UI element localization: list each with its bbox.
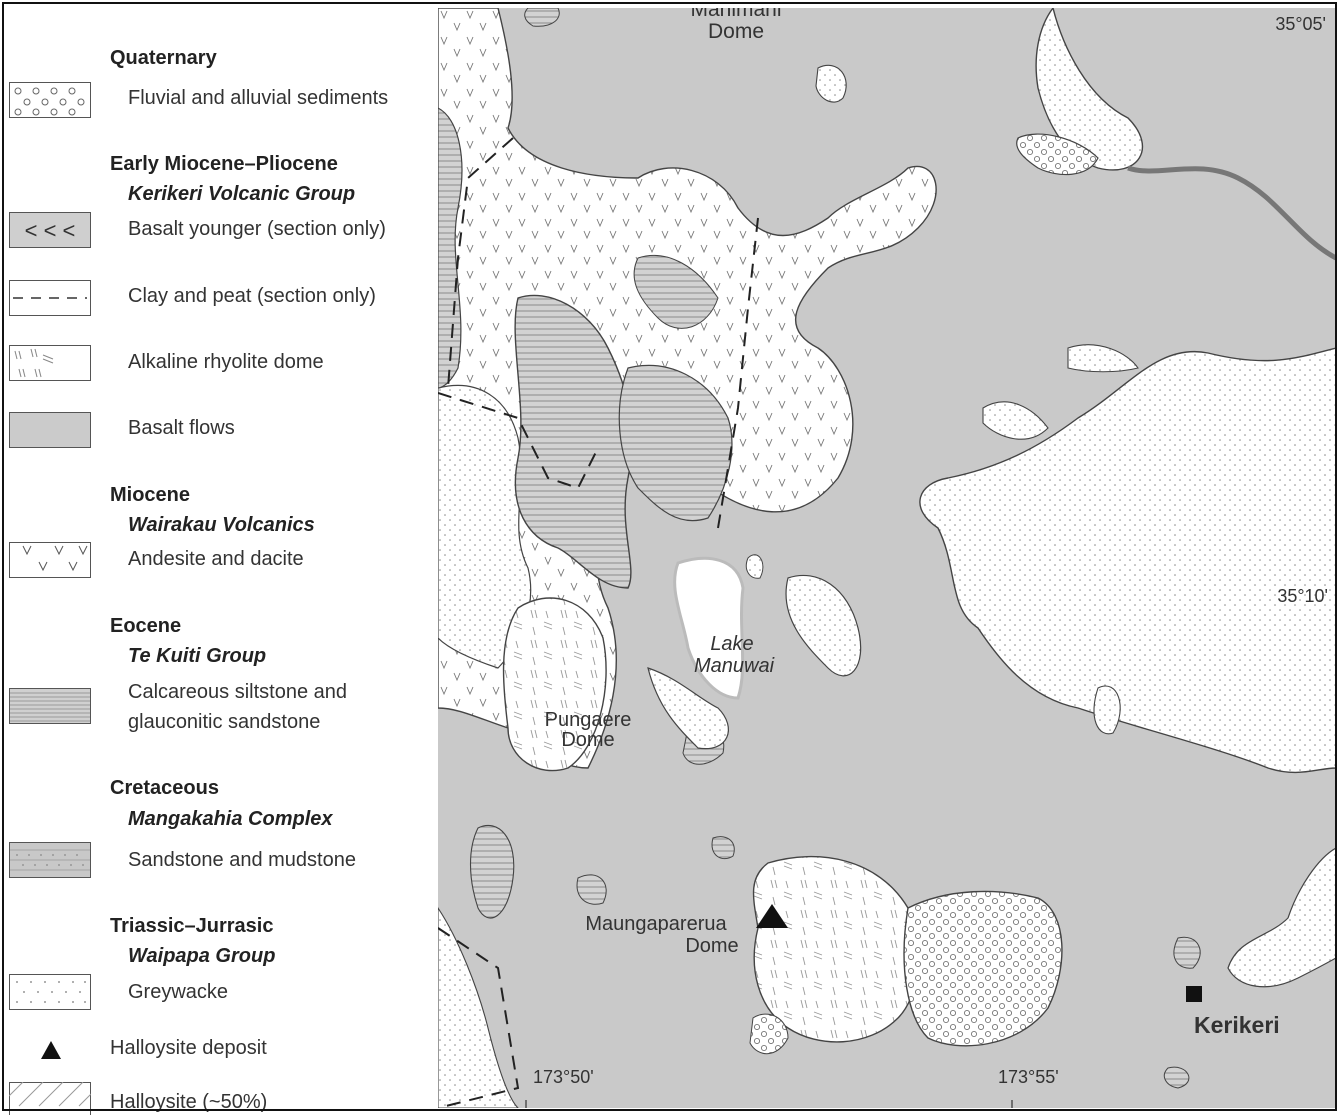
islet-3 <box>982 401 1049 440</box>
place-label-pungaere-line1: Pungaere <box>545 709 632 731</box>
legend-group-mangakahia: Mangakahia Complex <box>128 808 333 830</box>
legend-label-sandstone-mudstone: Sandstone and mudstone <box>128 849 356 871</box>
legend-group-waipapa: Waipapa Group <box>128 945 276 967</box>
legend-label-halloysite-50: Halloysite (~50%) <box>110 1091 268 1113</box>
legend-label-clay-peat: Clay and peat (section only) <box>128 285 376 307</box>
legend-group-kerikeri-volcanic: Kerikeri Volcanic Group <box>128 183 356 205</box>
swatch-clay-peat <box>9 280 91 316</box>
swatch-halloysite-50 <box>9 1082 91 1115</box>
swatch-basalt-younger: < < < <box>9 212 91 248</box>
geologic-map: Manimani Dome Lake Manuwai Pungaere Dome… <box>438 8 1336 1108</box>
section-line-east <box>717 217 759 529</box>
place-label-maungaparerua-line1: Maungaparerua <box>585 913 727 935</box>
legend-label-andesite-dacite: Andesite and dacite <box>128 548 304 570</box>
lake-manuwai <box>673 556 745 700</box>
legend-label-calcareous-line2: glauconitic sandstone <box>128 711 321 733</box>
islet-2 <box>1067 344 1139 373</box>
coastline <box>1127 165 1336 261</box>
siltstone-east <box>618 364 733 522</box>
swatch-basalt-flows <box>9 412 91 448</box>
siltstone-north <box>524 8 560 27</box>
siltstone-south-west <box>469 824 515 919</box>
swatch-fluvial-sediments <box>9 82 91 118</box>
svg-text:< < <: < < < <box>25 218 76 243</box>
siltstone-central <box>514 294 633 589</box>
islet-1 <box>815 64 847 103</box>
legend-heading-early-miocene-pliocene: Early Miocene–Pliocene <box>110 153 338 175</box>
place-label-maungaparerua-line2: Dome <box>685 935 738 957</box>
section-line-west <box>447 137 514 389</box>
legend-label-calcareous-line1: Calcareous siltstone and <box>128 681 348 703</box>
legend-label-fluvial-sediments: Fluvial and alluvial sediments <box>128 87 389 109</box>
legend-label-rhyolite-dome: Alkaline rhyolite dome <box>128 351 324 373</box>
latitude-label-mid: 35°10' <box>1277 586 1328 606</box>
town-marker-icon <box>1186 986 1202 1002</box>
section-line-south <box>438 927 520 1108</box>
place-label-manimani-line1: Manimani <box>690 8 781 21</box>
place-label-kerikeri: Kerikeri <box>1194 1012 1280 1038</box>
place-label-manimani-line2: Dome <box>708 20 764 43</box>
swatch-sandstone-mudstone <box>9 842 91 878</box>
siltstone-west <box>438 107 463 389</box>
legend-label-greywacke: Greywacke <box>128 981 229 1003</box>
halloysite-deposit-marker-icon <box>756 904 788 928</box>
fluvial-small <box>749 1013 789 1055</box>
longitude-label-left: 173°50' <box>533 1067 594 1087</box>
place-label-lake-line1: Lake <box>710 633 753 655</box>
islet-4 <box>1093 685 1121 735</box>
fluvial-south <box>903 890 1063 1047</box>
siltstone-kerikeri <box>1173 936 1201 969</box>
greywacke-southeast <box>1227 847 1336 988</box>
siltstone-south-small <box>576 874 607 905</box>
legend-group-te-kuiti: Te Kuiti Group <box>128 645 267 667</box>
siltstone-small-a <box>633 254 719 329</box>
siltstone-south-dot <box>711 836 735 860</box>
swatch-calcareous-siltstone <box>9 688 91 724</box>
greywacke-east-region <box>919 347 1336 774</box>
legend-group-wairakau-volcanics: Wairakau Volcanics <box>128 514 315 536</box>
legend-label-basalt-flows: Basalt flows <box>128 417 235 439</box>
greywacke-northeast <box>1035 8 1144 171</box>
siltstone-kerikeri-south <box>1163 1066 1190 1089</box>
latitude-label-top: 35°05' <box>1275 14 1326 34</box>
greywacke-southwest <box>438 907 519 1108</box>
swatch-greywacke <box>9 974 91 1010</box>
legend-heading-miocene: Miocene <box>110 484 191 506</box>
swatch-andesite-dacite <box>9 542 91 578</box>
legend-heading-quaternary: Quaternary <box>110 47 217 69</box>
maungaparerua-dome-rhyolite <box>752 855 920 1043</box>
islet-5 <box>745 554 764 579</box>
swatch-rhyolite-dome <box>9 345 91 381</box>
greywacke-west <box>438 384 532 669</box>
place-label-pungaere-line2: Dome <box>561 729 614 751</box>
halloysite-deposit-icon <box>41 1041 61 1059</box>
pungaere-dome-rhyolite <box>502 597 607 772</box>
place-label-lake-line2: Manuwai <box>694 655 775 677</box>
legend-label-basalt-younger: Basalt younger (section only) <box>128 218 386 240</box>
greywacke-arm <box>647 667 729 750</box>
legend-heading-triassic-jurrasic: Triassic–Jurrasic <box>110 915 274 937</box>
legend-heading-cretaceous: Cretaceous <box>110 777 219 799</box>
fluvial-northeast <box>1016 133 1099 176</box>
greywacke-island <box>785 574 862 677</box>
map-legend: Quaternary Fluvial and alluvial sediment… <box>0 0 435 1115</box>
legend-label-halloysite-deposit: Halloysite deposit <box>110 1037 267 1059</box>
longitude-label-right: 173°55' <box>998 1067 1059 1087</box>
section-line-central <box>438 392 599 490</box>
legend-heading-eocene: Eocene <box>110 615 182 637</box>
